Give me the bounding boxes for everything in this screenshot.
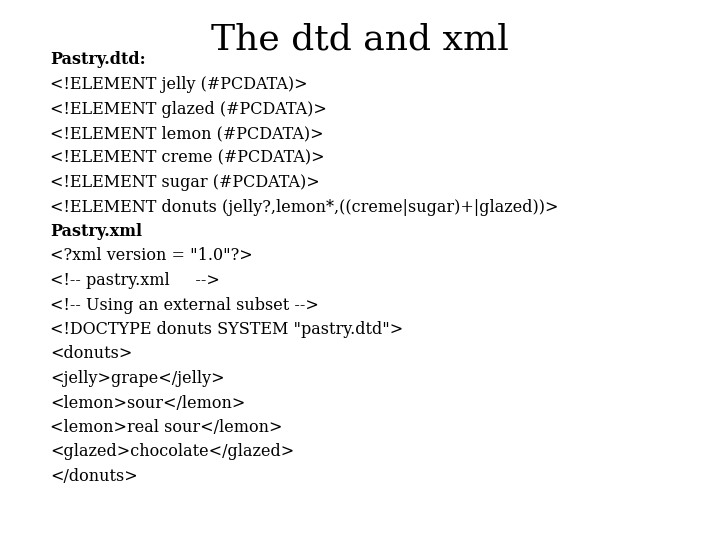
- Text: <!ELEMENT jelly (#PCDATA)>: <!ELEMENT jelly (#PCDATA)>: [50, 76, 308, 93]
- Text: <!ELEMENT lemon (#PCDATA)>: <!ELEMENT lemon (#PCDATA)>: [50, 125, 324, 142]
- Text: <!ELEMENT creme (#PCDATA)>: <!ELEMENT creme (#PCDATA)>: [50, 150, 325, 166]
- Text: <!ELEMENT sugar (#PCDATA)>: <!ELEMENT sugar (#PCDATA)>: [50, 174, 320, 191]
- Text: <lemon>sour</lemon>: <lemon>sour</lemon>: [50, 395, 246, 411]
- Text: <!DOCTYPE donuts SYSTEM "pastry.dtd">: <!DOCTYPE donuts SYSTEM "pastry.dtd">: [50, 321, 404, 338]
- Text: <!ELEMENT donuts (jelly?,lemon*,((creme|sugar)+|glazed))>: <!ELEMENT donuts (jelly?,lemon*,((creme|…: [50, 199, 559, 215]
- Text: <jelly>grape</jelly>: <jelly>grape</jelly>: [50, 370, 225, 387]
- Text: <lemon>real sour</lemon>: <lemon>real sour</lemon>: [50, 419, 283, 436]
- Text: <?xml version = "1.0"?>: <?xml version = "1.0"?>: [50, 247, 253, 265]
- Text: </donuts>: </donuts>: [50, 468, 138, 485]
- Text: <glazed>chocolate</glazed>: <glazed>chocolate</glazed>: [50, 443, 294, 461]
- Text: <!-- Using an external subset -->: <!-- Using an external subset -->: [50, 296, 319, 314]
- Text: Pastry.dtd:: Pastry.dtd:: [50, 51, 146, 69]
- Text: <!ELEMENT glazed (#PCDATA)>: <!ELEMENT glazed (#PCDATA)>: [50, 100, 328, 118]
- Text: The dtd and xml: The dtd and xml: [211, 22, 509, 56]
- Text: Pastry.xml: Pastry.xml: [50, 223, 143, 240]
- Text: <!-- pastry.xml     -->: <!-- pastry.xml -->: [50, 272, 220, 289]
- Text: <donuts>: <donuts>: [50, 346, 132, 362]
